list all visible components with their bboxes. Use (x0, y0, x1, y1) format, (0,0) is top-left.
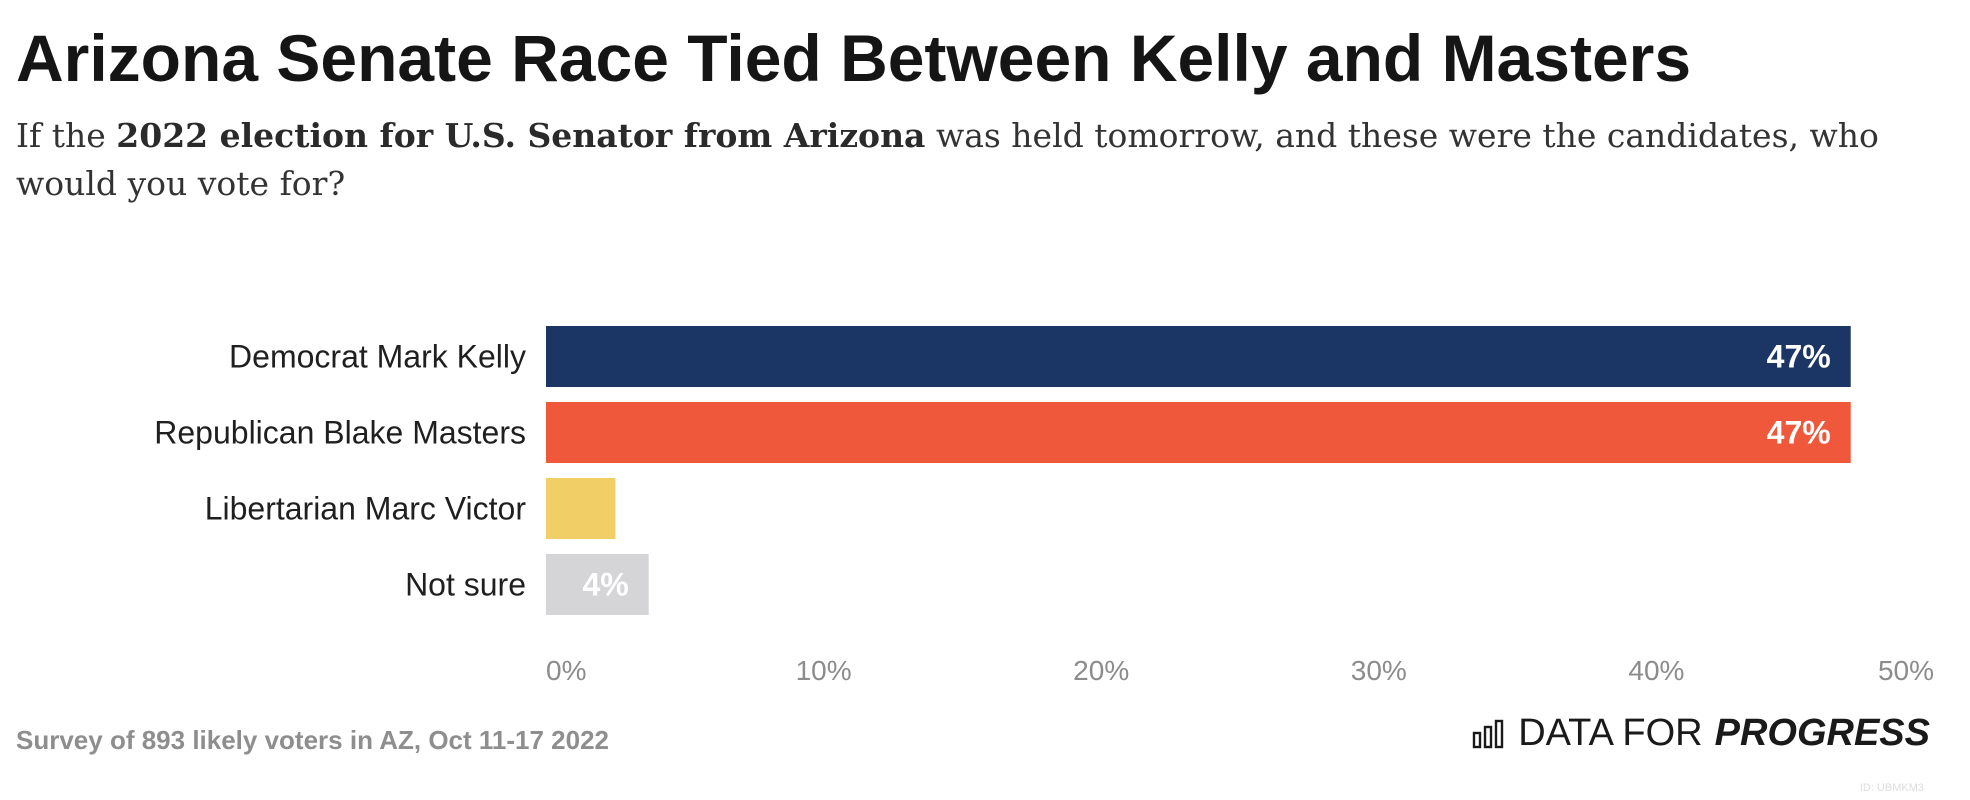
x-tick-label: 0% (546, 655, 586, 686)
subtitle-emphasis: 2022 election for U.S. Senator from Ariz… (116, 116, 926, 155)
chart-subtitle: If the 2022 election for U.S. Senator fr… (16, 112, 1946, 208)
value-label: 47% (1767, 339, 1831, 375)
subtitle-lead: If the (16, 116, 117, 155)
bar-3 (546, 478, 616, 539)
category-label: Not sure (405, 567, 526, 603)
bar-4 (546, 554, 649, 615)
value-label: 4% (582, 567, 628, 603)
logo-text-light: DATA FOR (1518, 712, 1703, 754)
x-tick-label: 50% (1878, 655, 1934, 686)
subtitle-tail: was held tomorrow, and these were the ca… (16, 116, 1879, 203)
bar-1 (546, 326, 1851, 387)
x-tick-label: 30% (1351, 655, 1407, 686)
value-label: 47% (1767, 415, 1831, 451)
x-tick-label: 40% (1628, 655, 1684, 686)
data-for-progress-logo: DATA FOR PROGRESS (1472, 712, 1930, 755)
bar-2 (546, 402, 1851, 463)
chart-id: ID: UBMKM3 (1859, 782, 1924, 794)
x-axis-ticks: 0% 10% 20% 30% 40% 50% (546, 655, 1934, 686)
x-tick-label: 20% (1073, 655, 1129, 686)
source-note: Survey of 893 likely voters in AZ, Oct 1… (16, 725, 610, 755)
chart-title: Arizona Senate Race Tied Between Kelly a… (16, 21, 1692, 95)
category-label: Democrat Mark Kelly (229, 339, 526, 375)
x-tick-label: 10% (796, 655, 852, 686)
category-label: Libertarian Marc Victor (205, 491, 527, 527)
bar-chart-icon (1473, 719, 1504, 748)
logo-text-bold: PROGRESS (1714, 712, 1930, 754)
category-label: Republican Blake Masters (154, 415, 526, 451)
bar-chart: Democrat Mark Kelly 47% Republican Blake M… (154, 326, 1934, 686)
bars-group: Democrat Mark Kelly 47% Republican Blake M… (154, 326, 1851, 615)
